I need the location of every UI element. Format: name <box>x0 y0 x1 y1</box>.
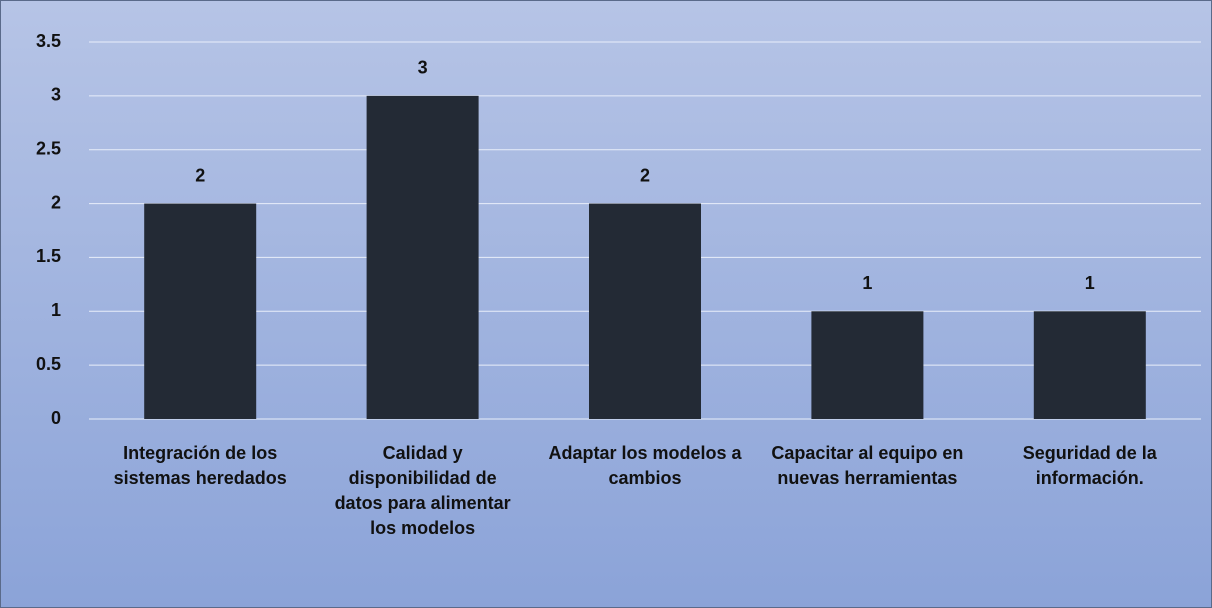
y-tick-label: 3 <box>51 85 61 105</box>
x-tick-label: Adaptar los modelos a cambios <box>548 443 742 488</box>
x-tick-label: Calidad y disponibilidad de datos para a… <box>334 443 511 538</box>
y-tick-label: 0.5 <box>36 354 61 374</box>
y-tick-label: 2.5 <box>36 138 61 158</box>
data-label: 1 <box>1085 273 1095 293</box>
x-tick-label: Seguridad de la información. <box>1022 443 1157 488</box>
y-tick-label: 3.5 <box>36 31 61 51</box>
data-label: 3 <box>418 58 428 78</box>
y-tick-label: 1.5 <box>36 246 61 266</box>
bar <box>1033 311 1146 419</box>
data-label: 2 <box>195 165 205 185</box>
data-label: 2 <box>640 165 650 185</box>
y-tick-label: 2 <box>51 192 61 212</box>
y-tick-label: 1 <box>51 300 61 320</box>
bar <box>366 95 479 419</box>
data-label: 1 <box>862 273 872 293</box>
x-tick-label: Capacitar al equipo en nuevas herramient… <box>771 443 964 488</box>
y-tick-label: 0 <box>51 408 61 428</box>
bar <box>589 203 701 419</box>
bar <box>811 311 924 419</box>
x-tick-label: Integración de los sistemas heredados <box>113 443 287 488</box>
bar <box>144 203 257 419</box>
